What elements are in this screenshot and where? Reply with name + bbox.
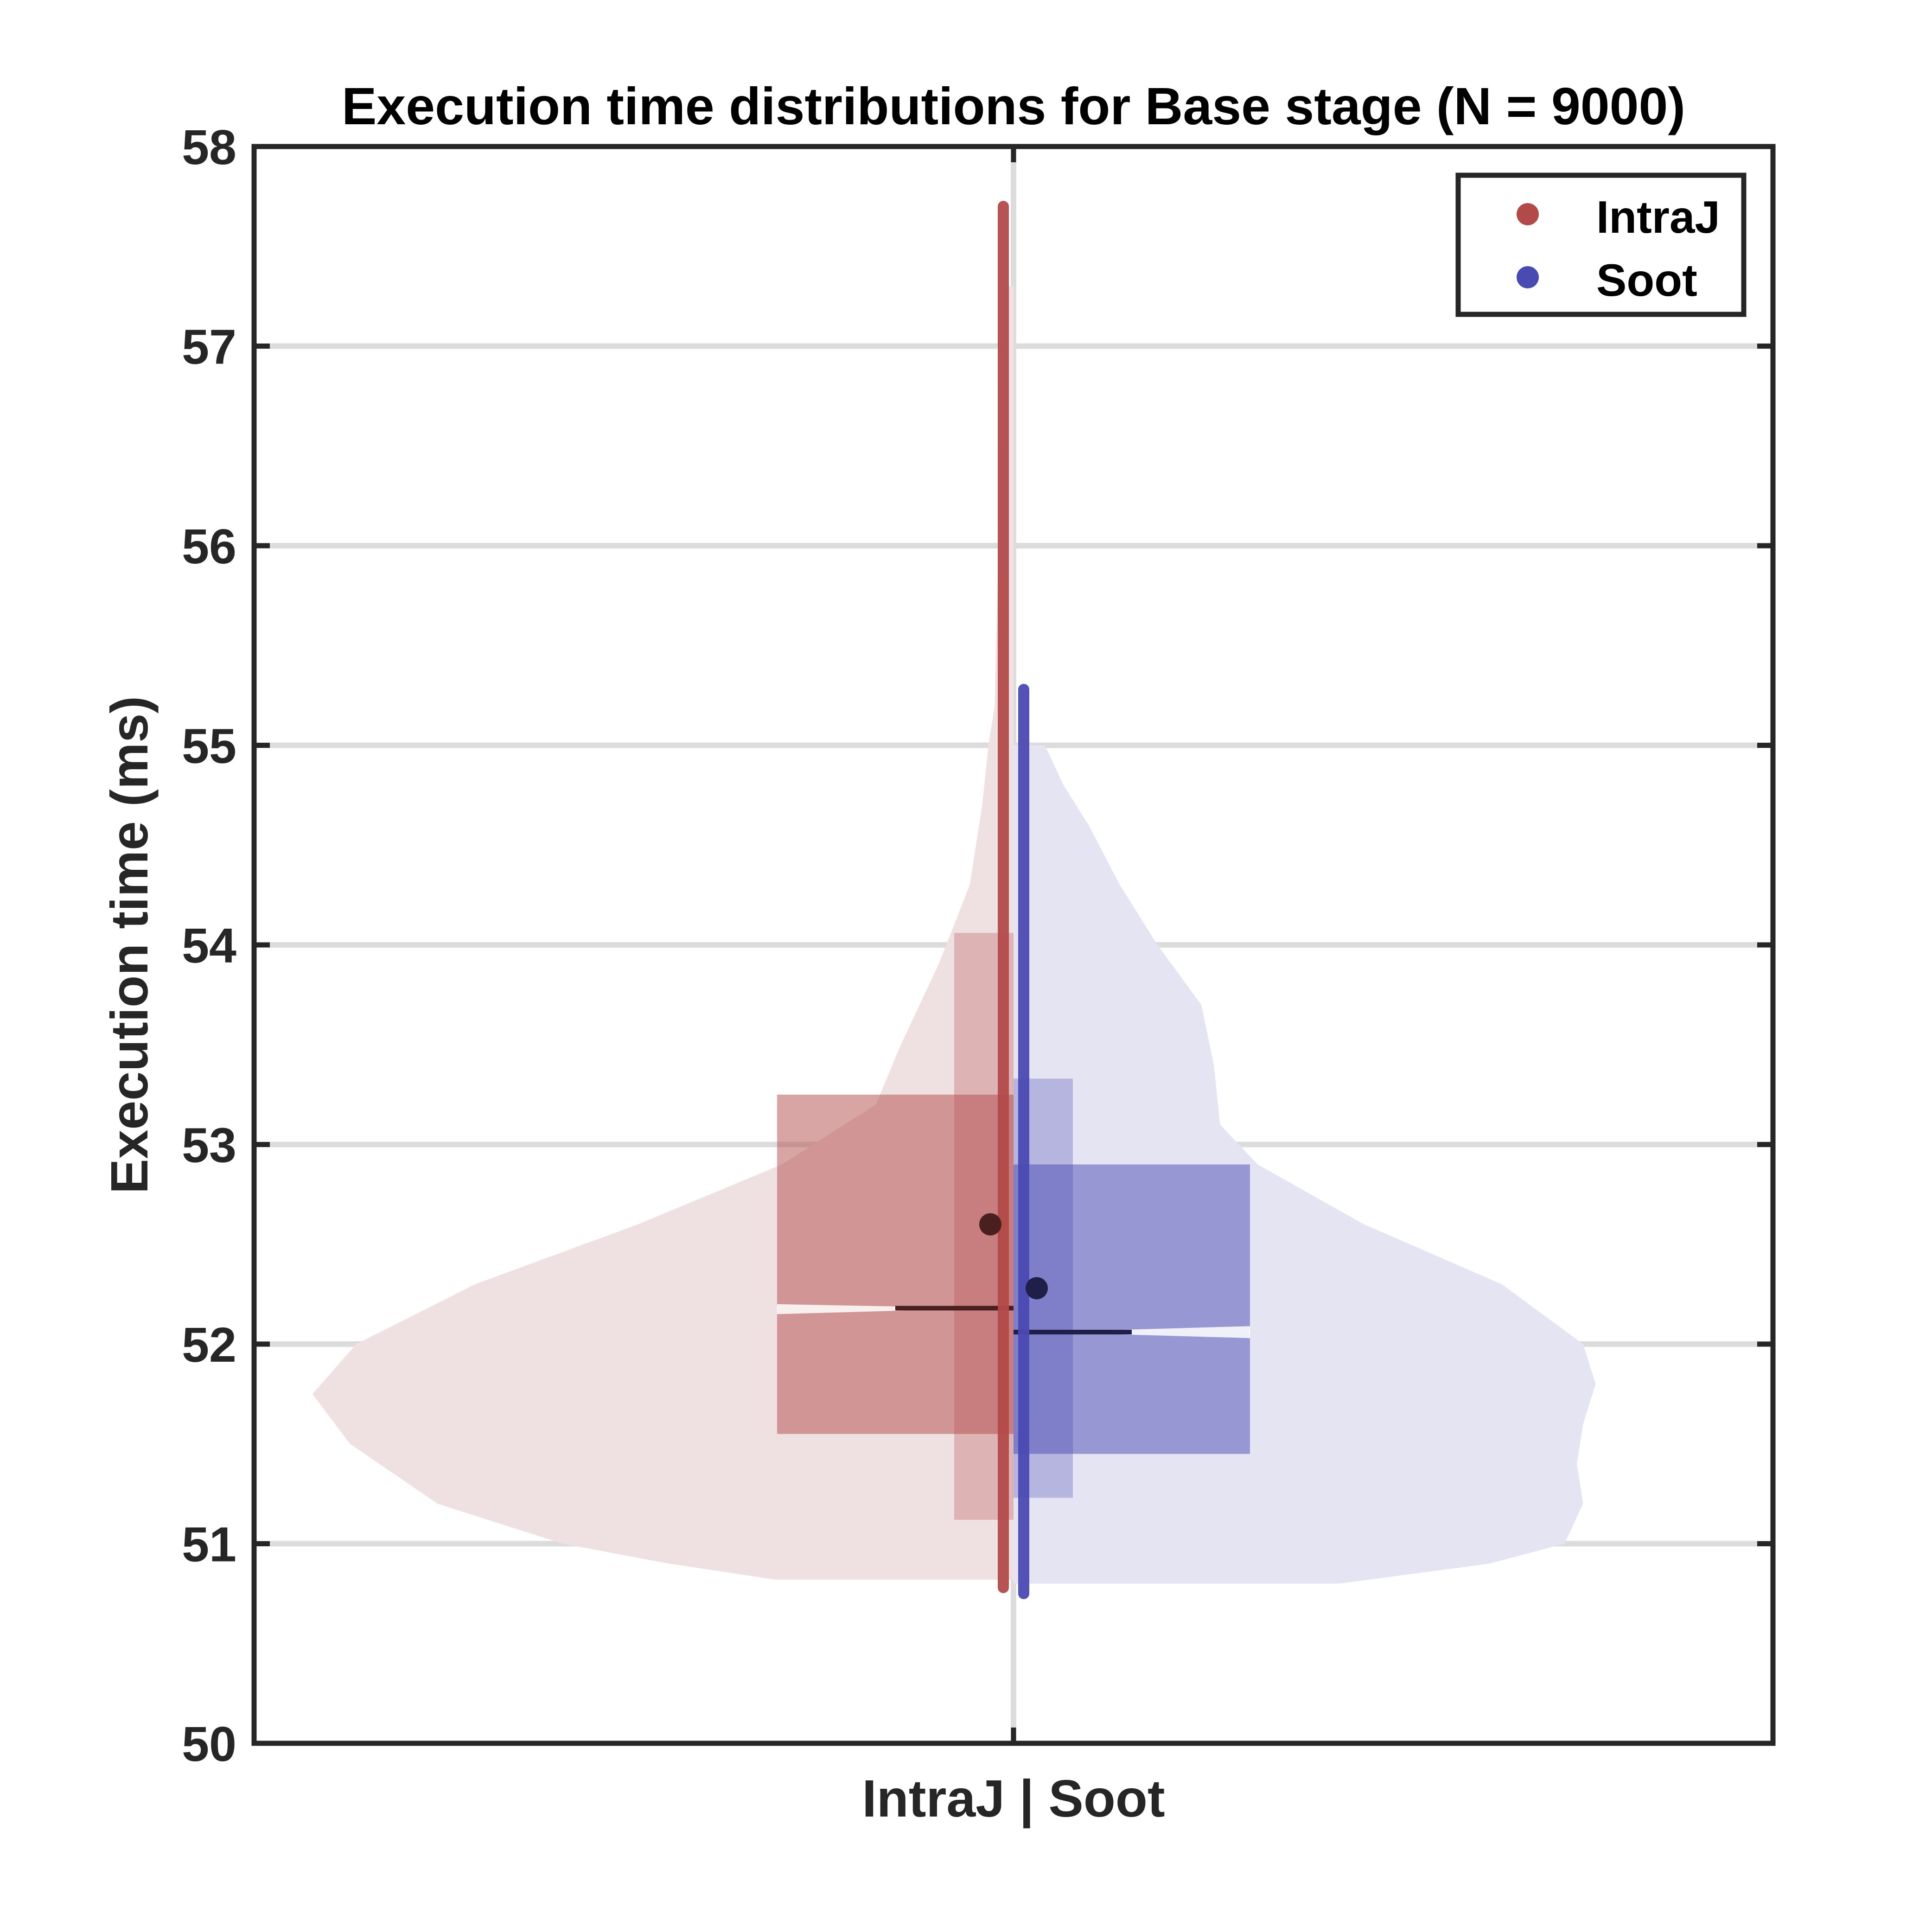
legend-label-intraj: IntraJ (1596, 191, 1720, 242)
y-tick-label: 54 (182, 918, 236, 973)
notch-intraj (777, 1304, 986, 1314)
mean-marker-soot (1026, 1277, 1048, 1300)
mean-marker-intraj (979, 1213, 1001, 1236)
iqr-box-intraj (777, 1094, 1014, 1434)
y-tick-label: 56 (182, 519, 236, 574)
iqr-box-soot (1014, 1164, 1250, 1454)
legend-box (1455, 172, 1747, 317)
axis-ticks (254, 144, 1773, 1746)
chart-title: Execution time distributions for Base st… (342, 77, 1685, 135)
range-lines (895, 201, 1132, 1600)
y-tick-label: 53 (182, 1118, 236, 1173)
markers (979, 1213, 1048, 1300)
y-tick-label: 55 (182, 719, 236, 774)
y-tick-label: 51 (182, 1518, 236, 1572)
legend-label-soot: Soot (1596, 255, 1697, 306)
y-tick-label: 57 (182, 320, 236, 375)
y-tick-label: 50 (182, 1717, 236, 1772)
y-axis-label: Execution time (ms) (100, 696, 159, 1194)
y-tick-label: 52 (182, 1318, 236, 1372)
legend: IntraJ Soot (1455, 172, 1747, 317)
legend-marker-soot (1517, 266, 1539, 288)
notch-soot (1041, 1326, 1250, 1339)
y-tick-label: 58 (182, 120, 236, 175)
legend-marker-intraj (1517, 203, 1539, 225)
x-axis-label: IntraJ | Soot (862, 1769, 1165, 1829)
y-tick-labels: 50 51 52 53 54 55 56 57 58 (182, 120, 236, 1772)
